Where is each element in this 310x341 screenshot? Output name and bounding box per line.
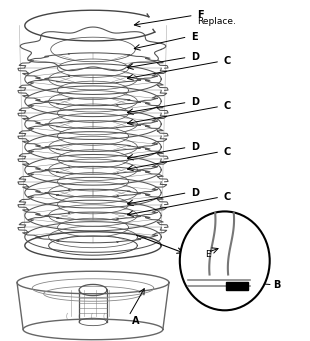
Text: C: C	[223, 192, 230, 202]
Text: F: F	[197, 10, 203, 20]
Text: A: A	[132, 316, 139, 326]
Text: C: C	[223, 101, 230, 112]
Text: Replace.: Replace.	[197, 17, 236, 26]
Bar	[226, 282, 248, 290]
Text: D: D	[191, 142, 199, 152]
Text: C: C	[223, 147, 230, 157]
Text: C: C	[223, 56, 230, 66]
Text: E: E	[205, 250, 210, 258]
Text: D: D	[191, 52, 199, 62]
Circle shape	[180, 211, 270, 310]
Text: E: E	[191, 32, 197, 42]
Text: D: D	[191, 97, 199, 107]
Text: D: D	[191, 188, 199, 198]
Text: B: B	[273, 280, 280, 290]
